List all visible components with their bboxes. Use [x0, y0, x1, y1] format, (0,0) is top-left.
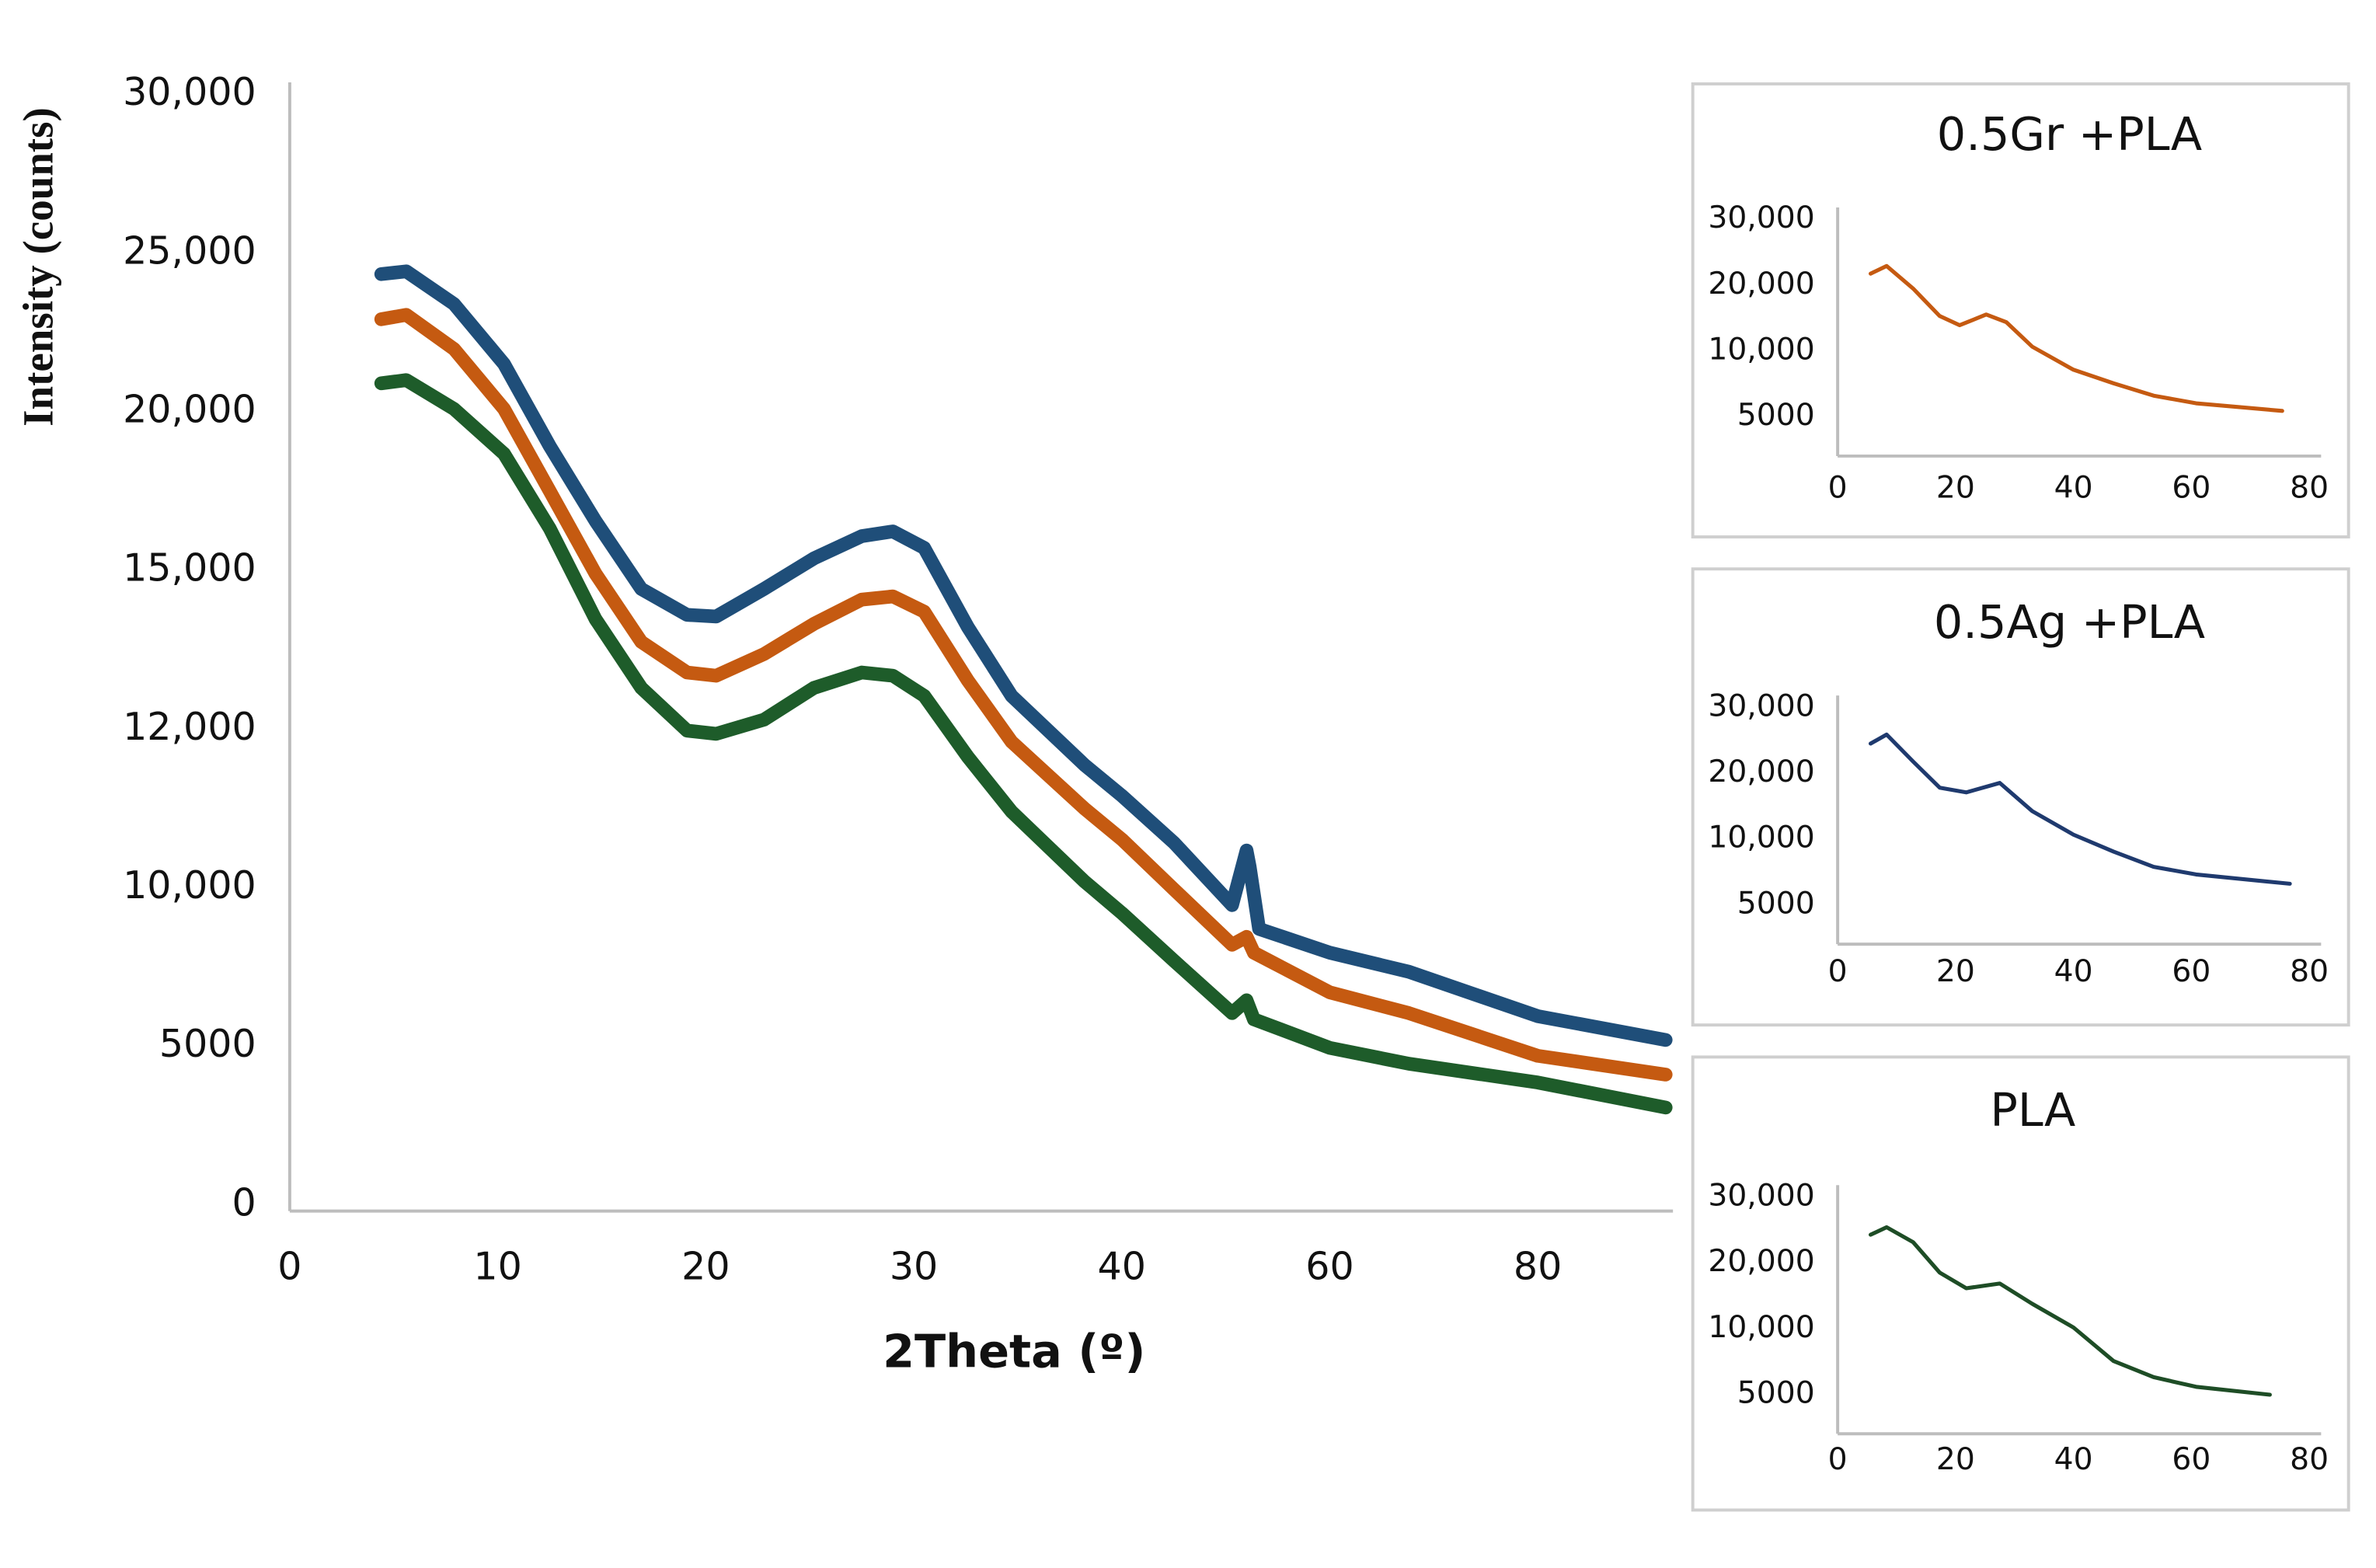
x-tick-label: 40: [2054, 1442, 2093, 1477]
x-tick-label: 0: [1828, 954, 1848, 989]
y-tick-label: 5000: [159, 1021, 256, 1066]
x-tick-label: 80: [1514, 1244, 1562, 1289]
x-tick-label: 20: [1936, 1442, 1975, 1477]
y-tick-label: 10,000: [1708, 1310, 1814, 1345]
y-tick-label: 20,000: [123, 387, 256, 432]
data-line: [1868, 263, 2284, 413]
y-tick-label: 30,000: [1708, 688, 1814, 723]
x-tick-label: 20: [681, 1244, 730, 1289]
x-tick-label: 0: [277, 1244, 301, 1289]
x-tick-label: 10: [473, 1244, 521, 1289]
x-tick-label: 80: [2290, 471, 2329, 506]
data-line: [374, 308, 1673, 1082]
y-tick-label: 10,000: [1708, 821, 1814, 855]
y-tick-label: 5000: [1737, 1376, 1815, 1411]
x-tick-label: 20: [1936, 471, 1975, 506]
inset-title: 0.5Gr +PLA: [1937, 107, 2202, 161]
y-tick-label: 25,000: [123, 228, 256, 273]
x-tick-label: 80: [2290, 954, 2329, 989]
y-axis-label: Intensity (counts): [15, 107, 62, 427]
y-tick-label: 30,000: [1708, 200, 1814, 235]
y-tick-label: 20,000: [1708, 1244, 1814, 1279]
x-tick-label: 60: [2172, 1442, 2211, 1477]
y-tick-label: 12,000: [123, 704, 256, 749]
x-tick-label: 80: [2290, 1442, 2329, 1477]
data-line: [374, 373, 1673, 1115]
y-tick-label: 0: [232, 1179, 256, 1225]
data-line: [1868, 1225, 2272, 1397]
x-tick-label: 40: [2054, 471, 2093, 506]
x-tick-label: 0: [1828, 471, 1848, 506]
x-tick-label: 30: [890, 1244, 938, 1289]
x-tick-label: 60: [2172, 471, 2211, 506]
x-tick-label: 0: [1828, 1442, 1848, 1477]
y-tick-label: 10,000: [123, 862, 256, 908]
data-line: [374, 264, 1673, 1047]
x-axis-label: 2Theta (º): [883, 1324, 1145, 1378]
x-tick-label: 60: [1305, 1244, 1353, 1289]
y-tick-label: 5000: [1737, 886, 1815, 921]
inset-frame: [1691, 1055, 2350, 1512]
x-tick-label: 40: [2054, 954, 2093, 989]
y-tick-label: 20,000: [1708, 754, 1814, 789]
inset-frame: [1691, 82, 2350, 538]
y-tick-label: 30,000: [123, 69, 256, 114]
data-line: [1868, 732, 2292, 886]
y-tick-label: 5000: [1737, 398, 1815, 433]
x-tick-label: 40: [1098, 1244, 1146, 1289]
x-tick-label: 60: [2172, 954, 2211, 989]
y-tick-label: 30,000: [1708, 1178, 1814, 1213]
inset-title: PLA: [1990, 1083, 2075, 1137]
y-tick-label: 10,000: [1708, 333, 1814, 368]
y-tick-label: 15,000: [123, 545, 256, 591]
x-tick-label: 20: [1936, 954, 1975, 989]
inset-frame: [1691, 567, 2350, 1027]
y-tick-label: 20,000: [1708, 267, 1814, 301]
inset-title: 0.5Ag +PLA: [1934, 595, 2205, 649]
